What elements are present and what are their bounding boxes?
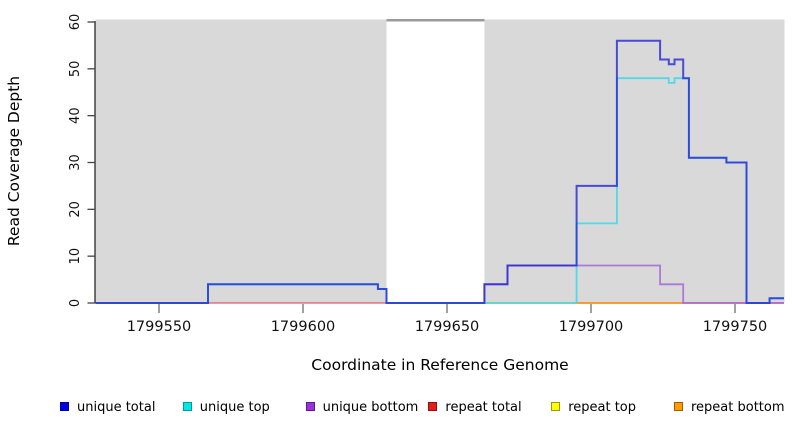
legend-swatch-repeat-top (551, 402, 561, 411)
legend-swatch-repeat-bottom (674, 402, 683, 411)
x-tick-label: 1799600 (271, 319, 336, 335)
x-tick-label: 1799700 (559, 319, 624, 335)
x-tick-label: 1799650 (415, 319, 480, 335)
legend-label: unique top (199, 400, 270, 415)
legend-label: repeat total (445, 400, 522, 415)
series-unique-total-line (95, 39, 784, 304)
masked-region (386, 21, 485, 303)
x-axis-title: Coordinate in Reference Genome (311, 356, 569, 374)
x-tick-label: 1799750 (703, 319, 768, 335)
x-tick-label: 1799550 (127, 319, 192, 335)
masked-region-top-edge (386, 19, 485, 22)
legend-label: repeat top (568, 400, 636, 415)
legend-swatch-repeat-total (428, 402, 438, 411)
legend-swatch-unique-top (182, 402, 192, 411)
legend: unique total unique top unique bottom repea… (0, 399, 792, 419)
y-tick-label: 40 (68, 107, 83, 124)
legend-swatch-unique-bottom (305, 402, 315, 411)
legend-label: unique bottom (322, 400, 419, 415)
y-tick-label: 60 (68, 14, 83, 31)
series-group (95, 39, 784, 304)
y-tick-label: 30 (68, 154, 83, 171)
y-tick-label: 0 (68, 299, 83, 307)
y-tick-label: 20 (68, 201, 83, 218)
legend-swatch-unique-total (60, 402, 69, 411)
y-tick-label: 10 (68, 248, 83, 265)
legend-label: unique total (77, 400, 156, 415)
legend-label: repeat bottom (691, 400, 785, 415)
y-tick-label: 50 (68, 61, 83, 78)
y-axis-title: Read Coverage Depth (5, 75, 23, 247)
